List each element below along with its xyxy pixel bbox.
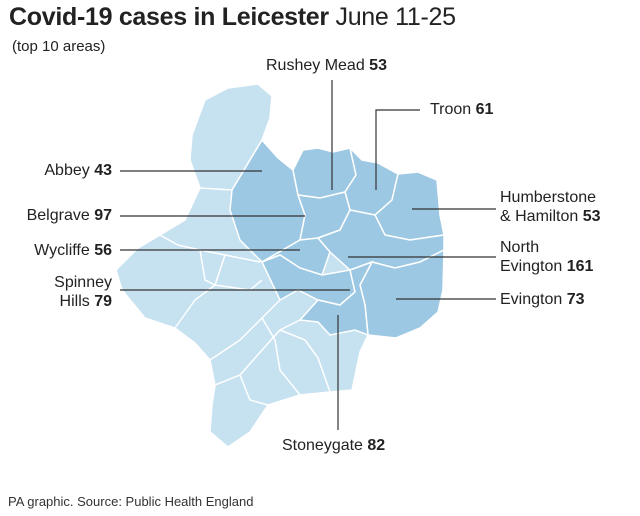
- label-wycliffe: Wycliffe 56: [34, 242, 112, 259]
- label-spinney-hills: Spinney Hills 79: [54, 274, 112, 310]
- label-north-evington: North Evington 161: [500, 239, 594, 275]
- label-troon: Troon 61: [430, 101, 494, 118]
- label-belgrave: Belgrave 97: [26, 207, 112, 224]
- title-dates: June 11-25: [335, 3, 457, 31]
- label-evington: Evington 73: [500, 291, 585, 308]
- leader-lines: [120, 80, 496, 430]
- title-main: Covid-19 cases in Leicester: [9, 3, 329, 31]
- leader-troon: [375, 109, 420, 190]
- highlighted-wards: [229, 138, 445, 339]
- map-title: Covid-19 cases in Leicester June 11-25: [9, 3, 456, 32]
- label-stoneygate: Stoneygate 82: [282, 437, 386, 454]
- source-credit: PA graphic. Source: Public Health Englan…: [8, 494, 254, 509]
- label-abbey: Abbey 43: [44, 162, 112, 179]
- ward-stoneygate: [298, 260, 374, 337]
- label-rushey-mead: Rushey Mead 53: [266, 57, 387, 74]
- label-humberstone-hamilton: Humberstone & Hamilton 53: [500, 189, 601, 225]
- map-subtitle: (top 10 areas): [12, 38, 106, 55]
